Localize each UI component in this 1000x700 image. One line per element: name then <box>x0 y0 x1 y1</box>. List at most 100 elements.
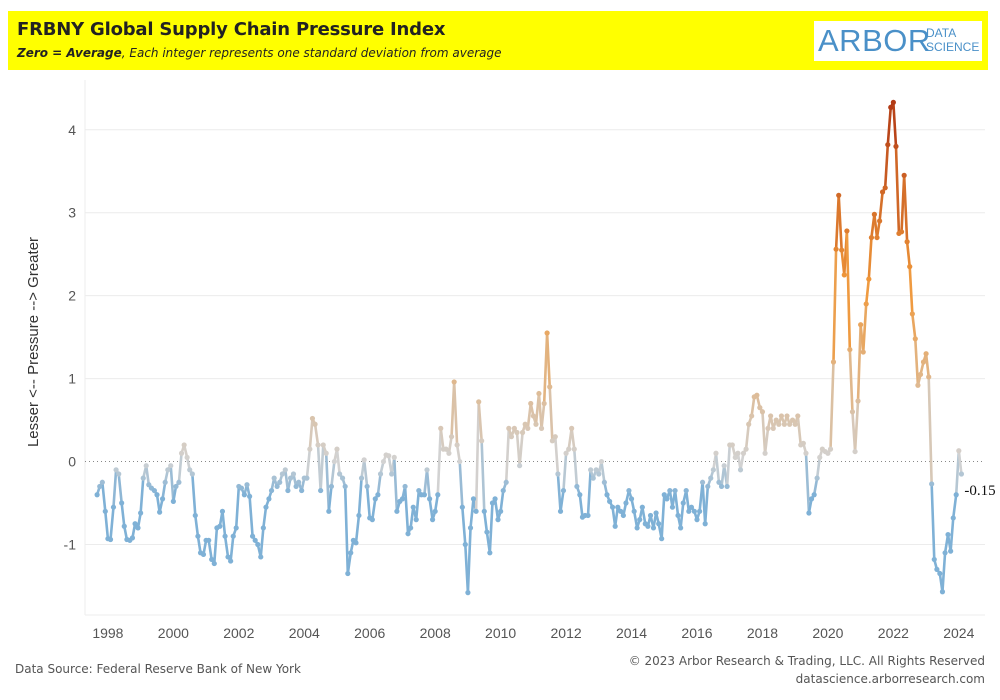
line-segment <box>308 417 314 451</box>
data-point <box>770 425 776 431</box>
data-point <box>781 421 787 427</box>
line-segment <box>570 427 576 451</box>
data-point <box>424 467 430 473</box>
data-point <box>688 504 695 510</box>
data-point <box>784 413 790 419</box>
data-point <box>138 510 144 516</box>
data-point <box>552 434 558 440</box>
data-point <box>817 454 823 461</box>
y-tick-label: 4 <box>68 122 76 138</box>
data-point <box>328 483 335 490</box>
data-point <box>718 483 725 490</box>
gridlines <box>84 80 985 616</box>
data-point <box>522 421 528 427</box>
line-segment <box>455 443 462 463</box>
line-segment <box>553 435 560 476</box>
data-point <box>874 234 880 241</box>
data-point <box>377 471 384 477</box>
data-point <box>691 508 697 514</box>
line-segment <box>739 451 745 472</box>
data-point <box>901 172 907 178</box>
line-segment <box>845 229 852 351</box>
data-point <box>361 457 367 463</box>
data-point <box>290 471 297 477</box>
data-point <box>454 442 460 448</box>
line-segment <box>335 447 341 476</box>
line-segment <box>848 348 854 414</box>
line-segment <box>559 489 565 513</box>
data-point <box>863 301 869 307</box>
line-segment <box>103 510 110 540</box>
data-point <box>544 330 550 336</box>
data-point <box>151 487 157 494</box>
data-point <box>266 496 272 502</box>
logo-subtext-data: DATA <box>926 26 957 40</box>
data-point <box>942 550 948 556</box>
data-point <box>476 399 482 405</box>
line-segment <box>499 489 505 513</box>
data-point <box>749 413 755 419</box>
x-tick-label: 2002 <box>223 625 254 641</box>
data-point <box>650 525 657 531</box>
data-point <box>230 533 236 539</box>
data-point <box>937 570 943 577</box>
x-axis-ticks: 1998 2000 2002 2004 2006 2008 2010 2012 2014 2016… <box>92 625 974 641</box>
data-point <box>661 492 667 498</box>
line-segment <box>376 472 382 497</box>
data-point <box>585 512 591 519</box>
line-segment <box>439 427 445 451</box>
data-point <box>427 496 433 502</box>
data-point <box>669 504 676 510</box>
data-point <box>915 382 921 388</box>
data-point <box>917 371 924 378</box>
data-point <box>206 537 212 543</box>
data-point <box>618 508 624 514</box>
data-point <box>470 496 477 502</box>
data-point <box>200 551 207 558</box>
data-point <box>331 458 337 465</box>
line-segment <box>957 449 963 476</box>
data-point <box>541 400 547 407</box>
data-point <box>789 417 796 423</box>
data-point <box>839 247 845 253</box>
data-point <box>710 467 716 473</box>
data-point <box>192 512 198 519</box>
data-point <box>653 510 659 516</box>
line-segment <box>578 493 584 519</box>
line-segment <box>864 277 871 306</box>
data-point <box>536 390 542 397</box>
data-point <box>244 482 250 488</box>
data-point <box>375 492 381 498</box>
line-segment <box>196 534 202 555</box>
data-point <box>773 417 779 423</box>
data-point <box>620 512 626 519</box>
data-point <box>459 504 465 510</box>
data-point <box>287 475 294 481</box>
data-point <box>263 504 269 510</box>
data-point <box>438 425 444 431</box>
line-segment <box>109 505 115 541</box>
line-segment <box>161 480 167 501</box>
data-point <box>451 379 457 385</box>
data-point <box>664 496 670 502</box>
line-segment <box>259 526 265 559</box>
data-point <box>285 487 291 494</box>
data-point <box>612 523 618 529</box>
data-point <box>672 487 678 494</box>
data-point <box>173 483 179 490</box>
line-segment <box>562 451 568 492</box>
data-point <box>154 492 160 498</box>
data-point <box>353 540 359 546</box>
data-point <box>743 446 749 452</box>
line-segment <box>796 414 803 447</box>
line-segment <box>330 460 336 488</box>
x-tick-label: 2012 <box>551 625 582 641</box>
line-segment <box>466 526 472 594</box>
data-point <box>571 446 577 452</box>
data-point <box>656 521 662 527</box>
data-point <box>626 487 632 494</box>
data-point <box>372 496 378 502</box>
data-point <box>271 475 277 481</box>
line-segment <box>365 485 372 520</box>
data-point <box>500 487 506 494</box>
